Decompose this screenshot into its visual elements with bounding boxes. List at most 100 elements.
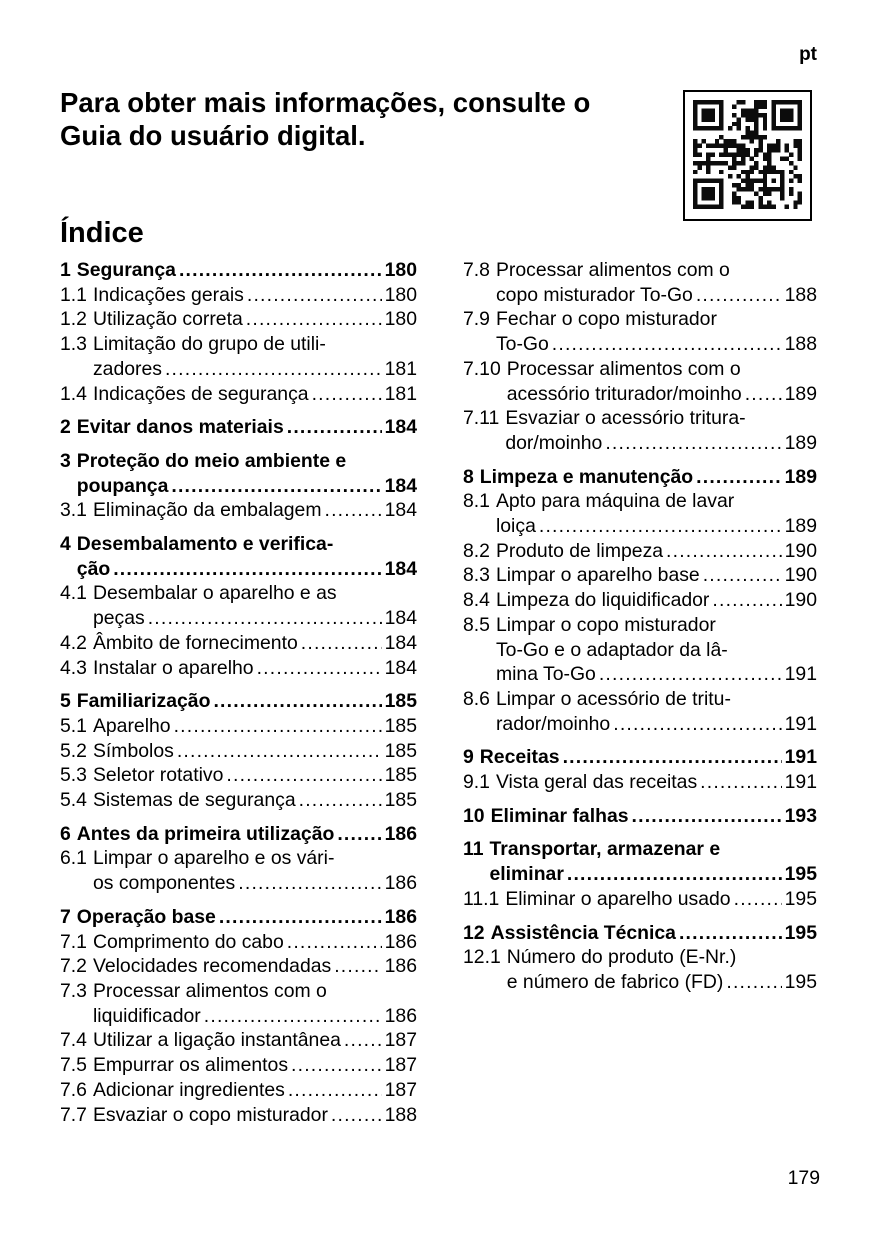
toc-entry-number: 5.1 <box>60 714 87 737</box>
toc-entry-number: 4.2 <box>60 631 87 654</box>
toc-entry-title: Fechar o copo misturador <box>495 308 717 331</box>
dot-leader <box>337 822 381 847</box>
toc-entry-page: 185 <box>384 789 417 812</box>
toc-entry-page: 184 <box>384 499 417 522</box>
toc-entry-title: Receitas <box>479 746 560 769</box>
toc-entry-title: Símbolos <box>92 739 174 762</box>
toc-entry-page: 187 <box>384 1054 417 1077</box>
dot-leader <box>613 712 781 737</box>
dot-leader <box>219 905 382 930</box>
toc-entry-title: Apto para máquina de lavar <box>495 490 735 513</box>
toc-entry-title: To-Go e o adaptador da lâ- <box>495 638 728 661</box>
toc-line: 8.1 Apto para máquina de lavar <box>463 489 817 514</box>
toc-entry-title: dor/moinho <box>505 431 603 454</box>
dot-leader <box>632 804 782 829</box>
toc-entry-page: 184 <box>384 416 417 439</box>
toc-entry-page: 184 <box>384 656 417 679</box>
dot-leader <box>174 714 382 739</box>
toc-entry-title: eliminar <box>489 863 564 886</box>
dot-leader <box>246 307 382 332</box>
toc-entry-title: Operação base <box>76 905 216 928</box>
toc-entry-number: 11 <box>463 838 484 861</box>
toc-entry-title: Antes da primeira utilização <box>76 822 335 845</box>
toc-entry-page: 184 <box>384 631 417 654</box>
toc-entry-title: zadores <box>92 357 162 380</box>
toc-entry-title: Seletor rotativo <box>92 764 224 787</box>
toc-entry-number: 1.2 <box>60 308 87 331</box>
toc-line: 7.9To-Go188 <box>463 332 817 357</box>
toc-heading: Índice <box>60 217 144 249</box>
toc-entry-page: 184 <box>384 474 417 497</box>
toc-entry-title: Desembalamento e verifica- <box>76 533 334 556</box>
dot-leader <box>288 1078 382 1103</box>
toc-entry-title: Limpar o aparelho base <box>495 564 700 587</box>
qr-code-icon <box>683 90 812 221</box>
dot-leader <box>171 474 381 499</box>
toc-entry-title: Limpeza do liquidificador <box>495 589 710 612</box>
toc-entry-number: 8.6 <box>463 687 490 710</box>
toc-entry-title: Familiarização <box>76 690 211 713</box>
dot-leader <box>113 557 381 582</box>
toc-entry-page: 190 <box>784 539 817 562</box>
toc-entry-page: 186 <box>384 955 417 978</box>
toc-entry-number: 6 <box>60 822 71 845</box>
toc-entry-page: 180 <box>384 259 417 281</box>
toc-entry-page: 185 <box>384 764 417 787</box>
dot-leader <box>247 283 382 308</box>
toc-line: 11 Transportar, armazenar e <box>463 837 817 862</box>
toc-entry-number: 7.5 <box>60 1054 87 1077</box>
toc-entry-number: 7.9 <box>463 308 490 331</box>
toc-entry-number: 3.1 <box>60 499 87 522</box>
toc-entry-number: 1.1 <box>60 283 87 306</box>
dot-leader <box>700 770 781 795</box>
toc-entry-title: Indicações gerais <box>92 283 244 306</box>
toc-line: 4 Desembalamento e verifica- <box>60 532 417 557</box>
dot-leader <box>165 357 382 382</box>
dot-leader <box>291 1053 382 1078</box>
toc-entry-title: Eliminação da embalagem <box>92 499 322 522</box>
dot-leader <box>344 1028 382 1053</box>
dot-leader <box>605 431 781 456</box>
dot-leader <box>324 498 381 523</box>
toc-entry-number: 7.6 <box>60 1078 87 1101</box>
toc-entry-title: liquidificador <box>92 1004 201 1027</box>
toc-line: 7.9 Fechar o copo misturador <box>463 307 817 332</box>
dot-leader <box>563 745 782 770</box>
toc-entry-title: poupança <box>76 474 169 497</box>
toc-entry-page: 187 <box>384 1078 417 1101</box>
toc-entry-page: 186 <box>384 930 417 953</box>
toc-entry-page: 189 <box>784 382 817 405</box>
toc-line: 4.1 Desembalar o aparelho e as <box>60 581 417 606</box>
toc-entry-number: 7.3 <box>60 979 87 1002</box>
toc-entry-title: loiça <box>495 515 536 538</box>
toc-entry-number: 10 <box>463 804 485 827</box>
toc-entry-page: 195 <box>784 887 817 910</box>
